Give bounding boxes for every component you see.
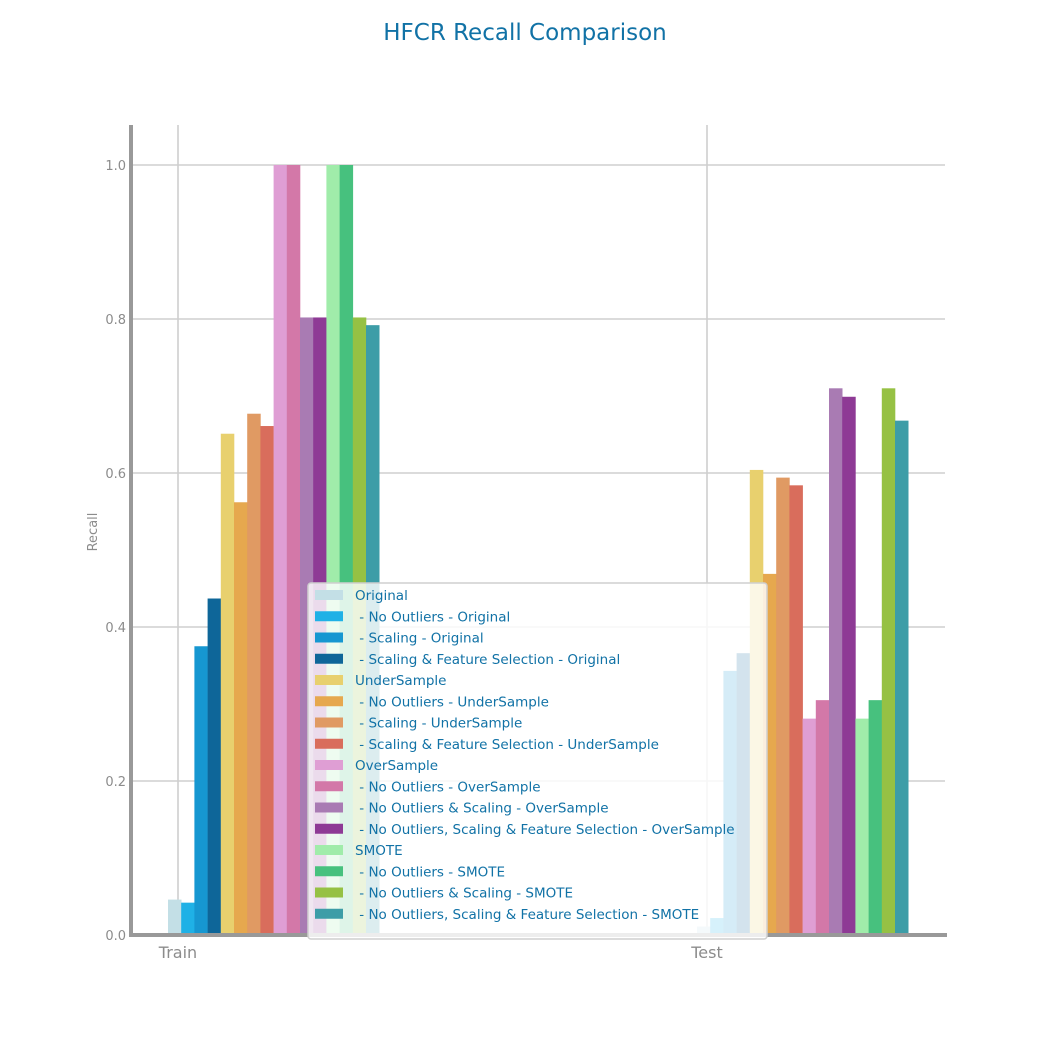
bar xyxy=(260,426,274,935)
legend-swatch xyxy=(315,845,343,855)
bar xyxy=(286,165,301,935)
legend-swatch xyxy=(315,887,343,898)
bar xyxy=(220,433,235,935)
legend-box xyxy=(307,582,768,940)
y-tick-label: 1.0 xyxy=(105,159,126,174)
y-tick-label: 0.6 xyxy=(105,467,126,482)
x-tick-label: Test xyxy=(690,943,723,962)
legend-label: - No Outliers - UnderSample xyxy=(355,694,549,710)
bar xyxy=(194,646,208,935)
legend-label: - No Outliers & Scaling - OverSample xyxy=(355,801,609,817)
legend-label: - No Outliers, Scaling & Feature Selecti… xyxy=(355,822,735,838)
bar xyxy=(168,899,182,935)
legend-swatch xyxy=(315,675,343,685)
x-tick-label: Train xyxy=(158,943,197,962)
legend-label: - Scaling & Feature Selection - Original xyxy=(355,652,620,668)
bar xyxy=(842,396,856,935)
legend-label: - No Outliers - SMOTE xyxy=(355,864,505,880)
legend-label: UnderSample xyxy=(355,673,446,689)
y-tick-label: 0.4 xyxy=(105,621,126,636)
legend-label: - Scaling - Original xyxy=(355,631,484,647)
legend-swatch xyxy=(315,760,343,770)
bar xyxy=(247,413,261,936)
legend-label: - No Outliers - OverSample xyxy=(355,779,541,795)
bar xyxy=(234,502,248,935)
legend-label: - Scaling & Feature Selection - UnderSam… xyxy=(355,737,659,753)
bar xyxy=(181,902,195,935)
legend-swatch xyxy=(315,823,343,834)
chart-title: HFCR Recall Comparison xyxy=(383,20,667,46)
legend-swatch xyxy=(315,802,343,813)
y-tick-label: 0.2 xyxy=(105,775,126,790)
legend-swatch xyxy=(315,611,343,622)
legend-label: - No Outliers & Scaling - SMOTE xyxy=(355,886,573,902)
y-axis-label: Recall xyxy=(86,513,101,552)
bar xyxy=(868,700,883,935)
legend-swatch xyxy=(315,632,343,643)
y-tick-label: 0.0 xyxy=(105,929,126,944)
bar xyxy=(789,485,803,935)
legend-swatch xyxy=(315,717,343,728)
legend-swatch xyxy=(315,738,343,749)
legend-swatch xyxy=(315,696,343,707)
legend-label: - Scaling - UnderSample xyxy=(355,716,522,732)
bar xyxy=(829,388,843,935)
legend-swatch xyxy=(315,590,343,600)
legend-swatch xyxy=(315,653,343,664)
bar xyxy=(776,477,790,935)
legend-swatch xyxy=(315,781,343,792)
y-tick-label: 0.8 xyxy=(105,313,126,328)
bar xyxy=(881,388,896,935)
legend-swatch xyxy=(315,908,343,919)
bar xyxy=(273,165,288,935)
bar xyxy=(895,420,909,935)
legend-label: - No Outliers - Original xyxy=(355,609,510,625)
legend: Original - No Outliers - Original - Scal… xyxy=(307,582,768,940)
legend-label: - No Outliers, Scaling & Feature Selecti… xyxy=(355,907,699,923)
legend-label: SMOTE xyxy=(355,843,403,859)
bar xyxy=(207,598,222,935)
legend-label: Original xyxy=(355,588,408,604)
bar xyxy=(815,700,830,935)
bar xyxy=(855,718,869,935)
legend-label: OverSample xyxy=(355,758,438,774)
bar xyxy=(802,718,817,935)
legend-swatch xyxy=(315,866,343,877)
